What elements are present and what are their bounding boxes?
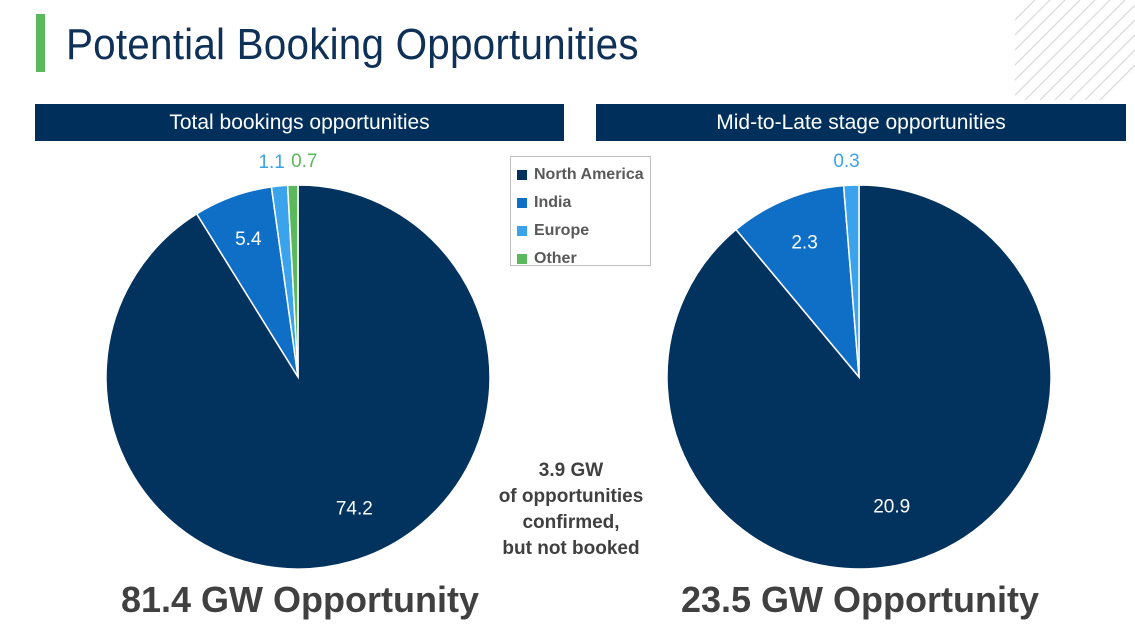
data-label-europe: 0.3 [833,151,859,172]
pie-slice-other [286,184,299,378]
note-line: but not booked [502,538,640,559]
confirmed-not-booked-note: 3.9 GW of opportunities confirmed, but n… [480,458,662,562]
mid-late-opportunity-label: 23.5 GW Opportunity [680,579,1039,620]
data-label-india: 2.3 [791,233,817,254]
chart-legend: North America India Europe Other [510,156,651,267]
legend-label: North America [534,166,644,183]
legend-label: Europe [534,222,590,239]
pie-chart-mid-late: 20.9 2.3 0.3 [666,151,1052,570]
pie-slice-europe [842,184,860,378]
note-line: of opportunities [498,486,644,507]
note-line: confirmed, [522,512,620,533]
legend-swatch [517,198,527,208]
legend-label: Other [534,250,577,267]
legend-item-north-america: North America [517,161,650,189]
legend-item-india: India [517,189,650,217]
data-label-other: 0.7 [291,151,317,172]
data-label-india: 5.4 [235,229,262,250]
legend-swatch [517,170,527,180]
legend-swatch [517,226,527,236]
pie-slice-india [734,184,860,380]
data-label-europe: 1.1 [258,152,284,173]
note-line: 3.9 GW [538,460,604,481]
title-accent-bar [36,14,45,72]
legend-item-other: Other [517,245,650,273]
decorative-stripes [1015,0,1135,100]
data-label-north-america: 74.2 [336,498,373,519]
legend-label: India [534,194,572,211]
page-title: Potential Booking Opportunities [66,20,639,69]
total-opportunity-label: 81.4 GW Opportunity [120,579,479,620]
chart-title-total: Total bookings opportunities [35,104,564,141]
pie-chart-total: 74.2 5.4 1.1 0.7 [105,151,491,570]
legend-swatch [517,254,527,264]
legend-item-europe: Europe [517,217,650,245]
chart-title-mid-late: Mid-to-Late stage opportunities [596,104,1126,141]
data-label-north-america: 20.9 [873,496,910,517]
